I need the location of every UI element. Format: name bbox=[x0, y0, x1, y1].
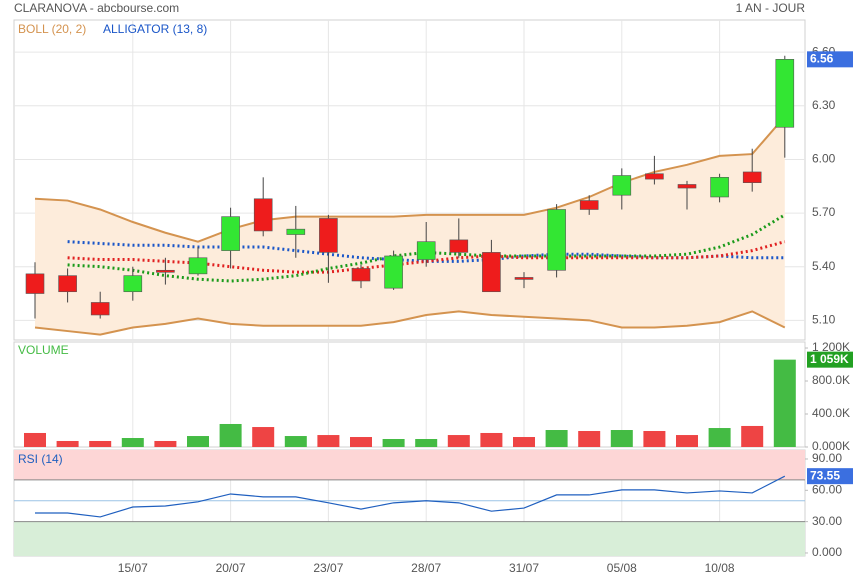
volume-bar bbox=[513, 437, 535, 447]
candle-body bbox=[645, 173, 664, 180]
last-price-badge: 6.56 bbox=[810, 52, 834, 66]
volume-bar bbox=[252, 427, 275, 447]
volume-bar bbox=[89, 440, 112, 447]
y-tick-label: 5.40 bbox=[812, 259, 836, 273]
candle-body bbox=[579, 200, 599, 210]
volume-bar bbox=[708, 428, 731, 447]
volume-bar bbox=[643, 430, 666, 447]
y-tick-label: 60.00 bbox=[812, 482, 842, 496]
legend-boll: BOLL (20, 2) bbox=[18, 22, 86, 36]
volume-bar bbox=[480, 432, 503, 447]
volume-badge-bg bbox=[807, 351, 853, 368]
volume-bar bbox=[24, 432, 46, 447]
x-tick-label: 20/07 bbox=[216, 561, 246, 575]
candle-body bbox=[612, 175, 632, 196]
candle-body bbox=[188, 257, 208, 275]
volume-bar bbox=[741, 425, 764, 447]
x-tick-label: 15/07 bbox=[118, 561, 148, 575]
header-period: 1 AN - JOUR bbox=[736, 1, 806, 15]
candle-body bbox=[123, 275, 143, 293]
candle-body bbox=[547, 209, 566, 271]
volume-bar bbox=[676, 435, 698, 447]
rsi-line bbox=[35, 475, 786, 518]
legend-alligator: ALLIGATOR (13, 8) bbox=[103, 22, 207, 36]
candle-body bbox=[90, 302, 110, 316]
volume-bar bbox=[121, 438, 144, 447]
rsi-badge: 73.55 bbox=[810, 468, 840, 482]
candle-body bbox=[221, 216, 240, 251]
x-tick-label: 23/07 bbox=[313, 561, 343, 575]
volume-bar bbox=[284, 436, 307, 447]
boll-lower bbox=[34, 310, 786, 336]
candle-body bbox=[514, 277, 534, 280]
y-tick-label: 800.0K bbox=[812, 373, 850, 387]
y-tick-label: 30.00 bbox=[812, 514, 842, 528]
x-tick-label: 05/08 bbox=[607, 561, 637, 575]
volume-bar bbox=[382, 438, 405, 447]
y-tick-label: 90.00 bbox=[812, 451, 842, 465]
volume-bar bbox=[578, 430, 601, 447]
y-tick-label: 6.30 bbox=[812, 98, 836, 112]
candle-body bbox=[742, 171, 762, 183]
panel bbox=[13, 341, 806, 448]
volume-bar bbox=[154, 440, 177, 447]
candle-body bbox=[25, 273, 45, 294]
overbought-zone bbox=[14, 450, 805, 480]
candle-body bbox=[775, 59, 795, 128]
x-tick-label: 31/07 bbox=[509, 561, 539, 575]
volume-bar bbox=[415, 438, 438, 447]
candle-body bbox=[449, 239, 469, 253]
y-tick-label: 0.000K bbox=[812, 439, 850, 453]
volume-bar bbox=[610, 430, 633, 447]
y-tick-label: 5.10 bbox=[812, 313, 836, 327]
volume-bar bbox=[545, 430, 568, 447]
y-tick-label: 1 200K bbox=[812, 340, 850, 354]
candle-body bbox=[677, 184, 697, 189]
candle-body bbox=[416, 241, 436, 260]
volume-bar bbox=[219, 423, 242, 447]
candle-body bbox=[58, 275, 77, 293]
volume-bar bbox=[187, 436, 209, 447]
volume-bar bbox=[56, 440, 79, 447]
volume-badge: 1 059K bbox=[810, 352, 849, 366]
x-tick-label: 10/08 bbox=[705, 561, 735, 575]
y-tick-label: 400.0K bbox=[812, 406, 850, 420]
boll-upper bbox=[34, 115, 786, 243]
oversold-zone bbox=[14, 521, 805, 556]
candle-body bbox=[319, 218, 338, 253]
y-tick-label: 0.000 bbox=[812, 545, 842, 559]
y-tick-label: 5.70 bbox=[812, 205, 836, 219]
volume-title: VOLUME bbox=[18, 343, 69, 357]
candle-body bbox=[156, 269, 175, 273]
volume-bar bbox=[773, 359, 796, 447]
volume-bar bbox=[447, 435, 470, 447]
rsi-title: RSI (14) bbox=[18, 452, 63, 466]
volume-bar bbox=[350, 437, 372, 447]
volume-bar bbox=[317, 435, 340, 447]
candle-body bbox=[482, 252, 501, 293]
x-tick-label: 28/07 bbox=[411, 561, 441, 575]
y-tick-label: 6.00 bbox=[812, 152, 836, 166]
last-price-badge-bg bbox=[807, 51, 853, 68]
candle-body bbox=[253, 198, 273, 232]
candle-body bbox=[710, 177, 729, 198]
header-title: CLARANOVA - abcbourse.com bbox=[14, 1, 179, 15]
candle-body bbox=[286, 228, 306, 235]
candle-body bbox=[351, 268, 371, 282]
rsi-badge-bg bbox=[807, 468, 853, 485]
candle-body bbox=[384, 255, 403, 289]
